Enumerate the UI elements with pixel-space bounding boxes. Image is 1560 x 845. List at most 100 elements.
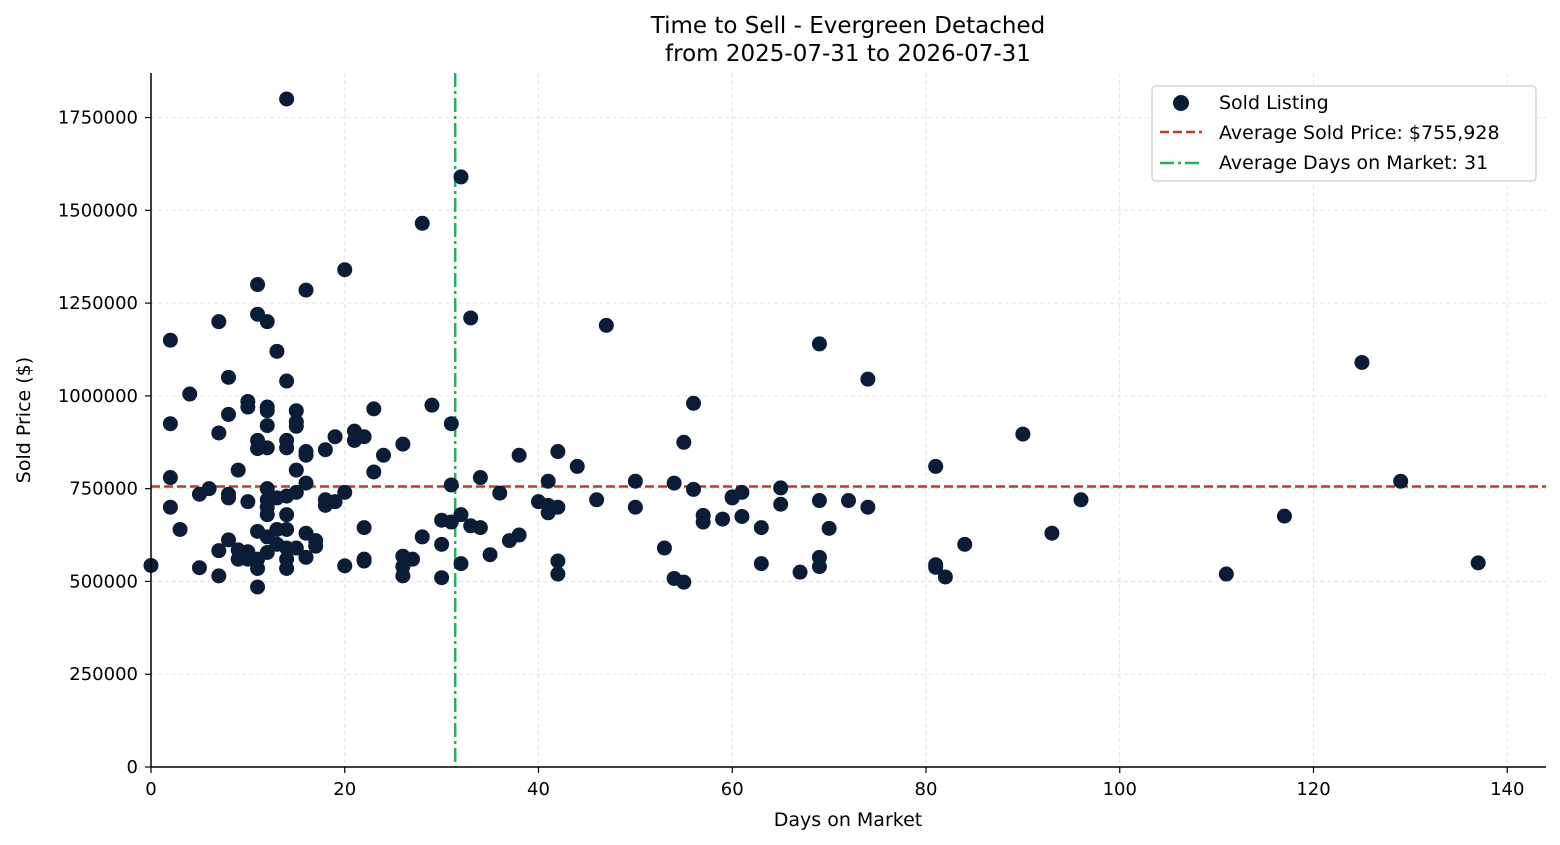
data-point — [1470, 555, 1486, 571]
data-point — [792, 564, 808, 580]
data-point — [279, 440, 295, 456]
data-point — [656, 540, 672, 556]
data-point — [860, 499, 876, 515]
data-point — [676, 574, 692, 590]
y-tick-label: 1750000 — [58, 108, 138, 129]
x-tick-label: 100 — [1103, 779, 1137, 800]
data-point — [860, 371, 876, 387]
data-point — [414, 215, 430, 231]
data-point — [279, 521, 295, 537]
y-tick-label: 1500000 — [58, 200, 138, 221]
data-point — [598, 317, 614, 333]
data-point — [686, 395, 701, 411]
data-point — [550, 566, 566, 582]
x-tick-label: 80 — [915, 779, 938, 800]
data-point — [434, 536, 450, 552]
data-point — [182, 386, 198, 402]
data-point — [928, 559, 944, 575]
data-point — [298, 282, 314, 298]
data-point — [627, 473, 643, 489]
data-point — [298, 549, 314, 565]
data-point — [1015, 426, 1031, 442]
data-point — [211, 568, 227, 584]
data-point — [337, 262, 353, 278]
data-point — [453, 507, 469, 523]
y-tick-label: 500000 — [69, 571, 138, 592]
data-point — [414, 529, 430, 545]
data-point — [356, 429, 372, 445]
data-point — [734, 508, 750, 524]
data-point — [676, 434, 692, 450]
data-point — [317, 442, 333, 458]
data-point — [298, 475, 314, 491]
data-point — [356, 553, 372, 569]
data-point — [327, 494, 343, 510]
data-point — [230, 462, 246, 478]
data-point — [240, 494, 256, 510]
x-tick-label: 40 — [527, 779, 550, 800]
data-point — [1073, 492, 1089, 508]
data-point — [288, 540, 304, 556]
data-point — [405, 551, 421, 567]
data-point — [162, 416, 178, 432]
data-point — [211, 425, 227, 441]
data-point — [211, 314, 227, 330]
reference-lines — [151, 73, 1546, 767]
data-point — [492, 485, 508, 501]
data-point — [482, 547, 498, 563]
data-point — [511, 447, 527, 463]
data-point — [250, 277, 266, 293]
data-point — [221, 369, 236, 385]
data-point — [288, 418, 304, 434]
data-point — [298, 447, 314, 463]
data-point — [162, 470, 178, 486]
data-point — [366, 464, 382, 480]
data-point — [734, 484, 750, 500]
data-point — [288, 403, 304, 419]
data-point — [928, 458, 944, 474]
data-point — [395, 568, 411, 584]
data-point — [472, 470, 488, 486]
y-tick-label: 250000 — [69, 664, 138, 685]
data-point — [773, 480, 789, 496]
legend-label-sold-listing: Sold Listing — [1219, 92, 1329, 114]
data-point — [1354, 354, 1370, 370]
data-point — [550, 553, 566, 569]
data-point — [366, 401, 382, 417]
data-point — [589, 492, 605, 508]
data-point — [695, 514, 711, 530]
data-point — [443, 477, 459, 493]
data-point — [569, 458, 585, 474]
data-point — [753, 556, 769, 572]
data-point — [957, 536, 973, 552]
data-point — [715, 511, 731, 527]
data-point — [773, 496, 789, 512]
data-point — [201, 481, 217, 497]
chart-title: Time to Sell - Evergreen Detached — [650, 13, 1045, 39]
data-point — [811, 493, 827, 509]
y-tick-label: 750000 — [69, 479, 138, 500]
x-axis-label: Days on Market — [774, 809, 922, 831]
data-point — [841, 493, 856, 509]
data-point — [550, 499, 566, 515]
data-point — [259, 440, 275, 456]
data-point — [308, 538, 324, 554]
data-point — [337, 558, 353, 574]
y-axis-ticks: 0 250000 500000 750000 1000000 1250000 1500000… — [58, 108, 151, 778]
data-point — [472, 520, 488, 536]
data-point — [395, 436, 411, 452]
data-point — [259, 507, 275, 523]
y-axis-label: Sold Price ($) — [13, 357, 35, 483]
data-point — [811, 336, 827, 352]
data-point — [376, 447, 391, 463]
legend-label-avg-days: Average Days on Market: 31 — [1219, 152, 1488, 174]
data-point — [550, 444, 566, 460]
data-point — [259, 481, 275, 497]
y-tick-label: 1250000 — [58, 293, 138, 314]
data-point — [434, 570, 450, 586]
x-axis-ticks: 0 20 40 60 80 100 120 140 — [145, 767, 1524, 800]
data-point — [221, 406, 236, 422]
data-point — [511, 527, 527, 543]
x-tick-label: 60 — [721, 779, 744, 800]
